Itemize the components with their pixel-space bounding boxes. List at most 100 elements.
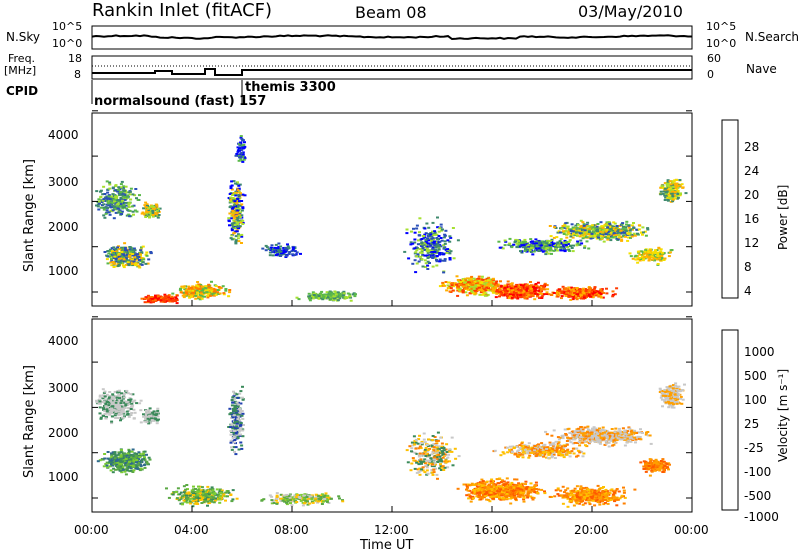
scatter-cell [116, 464, 120, 467]
scatter-cell [328, 297, 332, 300]
scatter-cell [448, 290, 452, 293]
scatter-cell [237, 184, 241, 187]
scatter-cell [644, 249, 648, 252]
scatter-cell [421, 265, 425, 268]
scatter-cell [106, 199, 110, 202]
scatter-cell [106, 250, 110, 252]
scatter-cell [140, 263, 144, 266]
scatter-cell [615, 287, 619, 290]
scatter-cell [648, 257, 652, 260]
scatter-cell [649, 249, 652, 252]
scatter-cell [634, 258, 638, 261]
scatter-cell [264, 249, 268, 252]
scatter-cell [405, 228, 409, 231]
scatter-cell [126, 252, 130, 255]
scatter-cell [135, 402, 139, 405]
scatter-cell [154, 294, 157, 297]
scatter-cell [125, 410, 129, 413]
scatter-cell [276, 248, 280, 251]
scatter-cell [590, 232, 594, 235]
scatter-cell [116, 416, 120, 419]
scatter-cell [182, 286, 185, 289]
scatter-cell [456, 283, 460, 286]
scatter-cell [549, 235, 553, 238]
scatter-cell [432, 242, 436, 245]
scatter-cell [470, 286, 474, 289]
scatter-cell [659, 193, 663, 196]
scatter-cell [410, 230, 413, 233]
scatter-cell [604, 235, 608, 238]
scatter-cell [555, 292, 559, 295]
scatter-cell [99, 206, 103, 209]
scatter-cell [551, 243, 555, 245]
scatter-cell [608, 226, 612, 228]
scatter-cell [122, 204, 126, 207]
scatter-cell [205, 291, 209, 294]
scatter-cell [498, 246, 502, 249]
scatter-cell [463, 281, 467, 284]
scatter-cell [546, 244, 550, 247]
scatter-cell [621, 227, 625, 230]
scatter-cell [128, 190, 132, 193]
scatter-cell [235, 199, 239, 202]
scatter-cell [127, 450, 131, 453]
scatter-cell [230, 234, 234, 237]
scatter-cell [571, 294, 575, 297]
scatter-cell [238, 183, 242, 186]
scatter-cell [106, 457, 110, 460]
scatter-cell [561, 242, 565, 245]
scatter-cell [653, 249, 657, 252]
scatter-cell [108, 248, 112, 251]
scatter-cell [239, 135, 243, 138]
scatter-cell [631, 228, 634, 231]
scatter-cell [104, 197, 108, 200]
scatter-cell [519, 293, 523, 296]
scatter-cell [145, 251, 149, 254]
scatter-cell [574, 231, 578, 234]
scatter-cell [116, 211, 120, 214]
scatter-cell [526, 287, 530, 290]
scatter-cell [442, 271, 446, 274]
scatter-cell [233, 200, 237, 203]
scatter-cell [95, 399, 98, 402]
scatter-cell [553, 226, 556, 229]
scatter-cell [288, 251, 292, 253]
scatter-cell [237, 207, 241, 210]
scatter-cell [238, 216, 242, 219]
scatter-cell [537, 241, 541, 244]
scatter-cell [515, 293, 519, 296]
scatter-cell [599, 293, 603, 295]
scatter-cell [415, 247, 419, 249]
scatter-cell [441, 281, 445, 284]
scatter-cell [105, 203, 109, 206]
scatter-cell [348, 293, 352, 296]
scatter-cell [471, 292, 475, 295]
scatter-cell [567, 295, 571, 298]
scatter-cell [503, 244, 507, 247]
scatter-cell [668, 194, 672, 197]
scatter-cell [577, 230, 581, 233]
scatter-cell [240, 159, 244, 162]
scatter-cell [423, 243, 427, 246]
scatter-cell [344, 296, 348, 298]
scatter-cell [559, 242, 563, 244]
scatter-cell [570, 247, 574, 249]
scatter-cell [656, 263, 660, 265]
scatter-cell [134, 253, 138, 256]
scatter-cell [582, 224, 586, 227]
scatter-cell [109, 253, 113, 256]
scatter-cell [552, 249, 556, 252]
scatter-cell [119, 203, 123, 205]
scatter-cell [554, 245, 558, 248]
scatter-cell [675, 179, 679, 181]
scatter-cell [647, 256, 651, 259]
scatter-cell [146, 296, 150, 299]
scatter-cell [239, 136, 243, 139]
scatter-cell [120, 251, 124, 253]
scatter-cell [557, 294, 561, 297]
scatter-cell [483, 285, 487, 288]
scatter-cell [573, 287, 577, 290]
scatter-cell [130, 459, 134, 462]
scatter-cell [465, 294, 469, 297]
scatter-cell [555, 242, 559, 245]
